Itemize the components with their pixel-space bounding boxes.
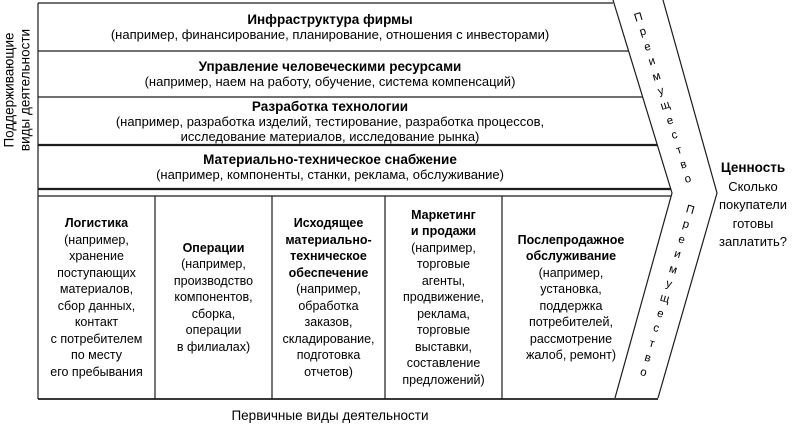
support-row-technology: Разработка технологии (например, разрабо… [38, 97, 622, 145]
primary-col-after-sales-service: Послепродажное обслуживание (например, у… [502, 196, 640, 399]
primary-col-title: Операции [182, 240, 245, 255]
support-row-procurement: Материально-техническое снабжение (напри… [38, 145, 622, 189]
primary-activities-axis-label: Первичные виды деятельности [231, 408, 429, 423]
primary-col-detail: (например, торговые агенты, продвижение,… [402, 240, 485, 387]
primary-col-detail: (например, хранение поступающих материал… [50, 232, 143, 379]
support-row-title: Управление человеческими ресурсами [198, 59, 462, 74]
value-note-title: Ценность [720, 160, 786, 175]
support-row-title: Инфраструктура фирмы [247, 12, 413, 27]
primary-col-title: Исходящее материально- техническое обесп… [285, 216, 372, 280]
support-row-hr-management: Управление человеческими ресурсами (напр… [38, 51, 622, 97]
advantage-arrow-band [612, 0, 673, 399]
primary-col-title: Логистика [64, 216, 129, 230]
support-activities-axis-label: Поддерживающие виды деятельности [1, 28, 33, 152]
value-note: Ценность Сколько покупатели готовы запла… [703, 159, 800, 252]
support-row-detail: (например, компоненты, станки, реклама, … [156, 167, 504, 182]
support-row-title: Разработка технологии [251, 98, 409, 114]
value-note-lines: Сколько покупатели готовы заплатить? [718, 178, 788, 250]
primary-col-title: Послепродажное обслуживание [517, 232, 625, 264]
primary-col-outbound-logistics: Исходящее материально- техническое обесп… [272, 196, 385, 399]
primary-col-marketing-sales: Маркетинг и продажи (например, торговые … [385, 196, 502, 399]
primary-col-logistics: Логистика (например, хранение поступающи… [38, 196, 155, 399]
support-row-detail: (например, финансирование, планирование,… [110, 27, 550, 42]
primary-col-operations: Операции (например, производство компоне… [155, 196, 272, 399]
support-row-title: Материально-техническое снабжение [203, 152, 457, 167]
support-row-detail: (например, разработка изделий, тестирова… [115, 113, 545, 144]
primary-col-detail: (например, обработка заказов, складирова… [282, 282, 375, 379]
primary-col-detail: (например, производство компонентов, сбо… [173, 257, 254, 354]
primary-col-detail: (например, установка, поддержка потребит… [525, 265, 617, 363]
support-row-detail: (например, наем на работу, обучение, сис… [144, 74, 516, 89]
primary-col-title: Маркетинг и продажи [410, 207, 477, 239]
support-row-infrastructure: Инфраструктура фирмы (например, финансир… [38, 3, 622, 51]
